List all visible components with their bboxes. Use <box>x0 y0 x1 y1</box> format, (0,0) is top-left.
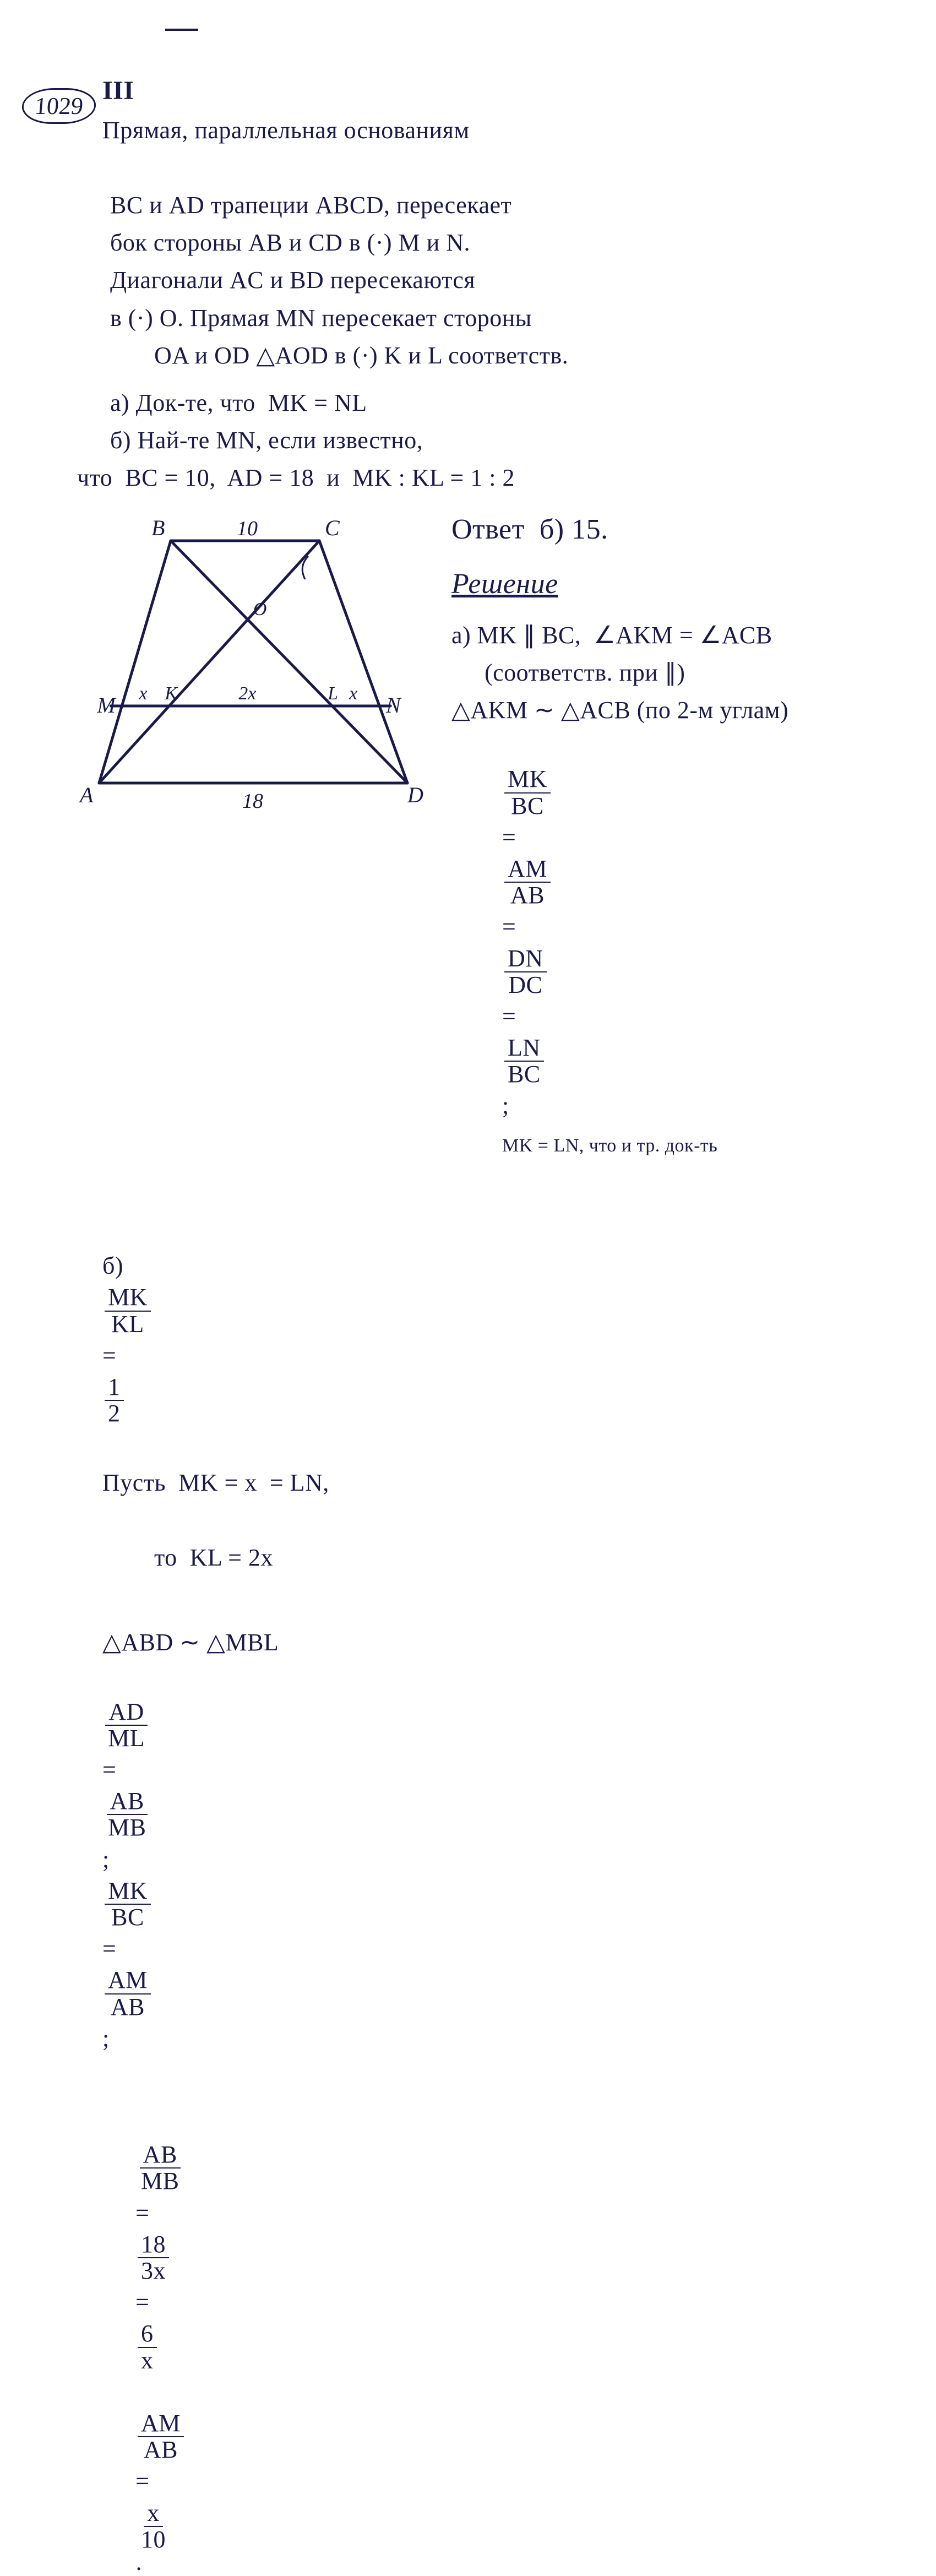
frac: LN BC <box>504 1035 544 1087</box>
svg-text:M: M <box>96 693 117 718</box>
task-b-cont: что BC = 10, AD = 18 и MK : KL = 1 : 2 <box>77 459 886 497</box>
solution-a-line: (соответств. при ∥) <box>451 654 886 692</box>
frac-num: DN <box>504 946 547 972</box>
frac-den: KL <box>108 1312 148 1337</box>
solution-heading: Решение <box>451 562 886 607</box>
svg-text:K: K <box>164 683 178 704</box>
svg-text:10: 10 <box>237 517 258 540</box>
frac-den: x <box>138 2348 157 2373</box>
frac-num: x <box>144 2501 163 2527</box>
frac-num: 1 <box>105 1374 124 1401</box>
svg-text:C: C <box>325 515 340 540</box>
problem-line: III Прямая, параллельная основаниям <box>77 33 886 187</box>
svg-text:2x: 2x <box>238 683 256 704</box>
svg-text:x: x <box>138 683 147 704</box>
ratio-chain: MK BC = AM AB = DN DC = LN BC ; <box>451 729 886 1200</box>
frac-num: AD <box>105 1699 148 1726</box>
frac: AM AB <box>105 1968 151 2019</box>
frac-den: AB <box>507 883 548 908</box>
frac-num: 18 <box>138 2232 169 2258</box>
frac: 18 3x <box>138 2232 169 2284</box>
frac: MK BC <box>105 1878 151 1930</box>
frac-den: MB <box>105 1815 149 1840</box>
solution-b-row2: AB MB = 18 3x = 6 x AM AB = x 10 ; AM AB… <box>77 2105 886 2576</box>
diagram-container: A D B C 10 18 O M N K Lx 2x x <box>77 508 429 816</box>
frac: AB MB <box>138 2142 182 2194</box>
frac-num: AB <box>140 2142 181 2169</box>
frac: 6 x <box>138 2321 157 2373</box>
svg-text:18: 18 <box>242 790 263 813</box>
frac-num: MK <box>504 767 551 793</box>
ratio-tail: MK = LN, что и тр. док-ть <box>502 1135 717 1156</box>
svg-text:A: A <box>78 782 94 807</box>
frac: 1 2 <box>105 1374 124 1426</box>
frac-den: 10 <box>138 2527 169 2552</box>
frac: AM AB <box>138 2411 184 2463</box>
svg-text:N: N <box>385 693 402 718</box>
frac-num: MK <box>105 1285 151 1311</box>
problem-line: OA и OD △AOD в (·) K и L соответств. <box>77 337 886 374</box>
frac-num: AM <box>105 1968 151 1994</box>
solution-a-line: △AKM ∼ △ACB (по 2-м углам) <box>451 692 886 729</box>
frac-den: 3x <box>138 2258 169 2284</box>
frac: AM AB <box>504 856 551 908</box>
problem-line: Диагонали AC и BD пересекаются <box>77 262 886 299</box>
problem-number-badge: 1029 <box>20 88 97 124</box>
frac-den: AB <box>107 1995 148 2020</box>
frac-num: 6 <box>138 2321 157 2347</box>
frac-num: LN <box>504 1035 544 1062</box>
overline-roman <box>165 29 198 31</box>
problem-line: BC и AD трапеции ABCD, пересекает <box>77 187 886 224</box>
frac: x 10 <box>138 2501 169 2552</box>
svg-text:B: B <box>151 515 165 540</box>
frac: AD ML <box>105 1699 148 1751</box>
frac-den: AB <box>140 2437 181 2463</box>
svg-text:x: x <box>349 683 357 704</box>
solution-b-intro: б) MK KL = 1 2 Пусть MK = x = LN, <box>77 1210 886 1539</box>
svg-text:D: D <box>407 782 423 807</box>
similar-triangles: △ABD ∼ △MBL <box>102 1629 279 1656</box>
solution-b-sim: △ABD ∼ △MBL AD ML = AB MB ; MK BC = AM A… <box>77 1586 886 2095</box>
roman-numeral: III <box>102 70 145 111</box>
solution-a-line: а) MK ∥ BC, ∠AKM = ∠ACB <box>451 617 886 654</box>
task-b: б) Най-те MN, если известно, <box>77 422 886 459</box>
frac: MK BC <box>504 767 551 818</box>
frac-den: MB <box>138 2169 182 2194</box>
frac-num: AB <box>107 1789 148 1815</box>
frac-num: MK <box>105 1878 151 1905</box>
svg-text:O: O <box>253 600 267 620</box>
problem-text: Прямая, параллельная основаниям <box>102 117 470 144</box>
frac: AB MB <box>105 1789 149 1840</box>
answer-preview: Ответ б) 15. <box>451 508 886 552</box>
frac-den: DC <box>505 972 546 998</box>
frac-den: BC <box>504 1062 544 1087</box>
frac-den: 2 <box>105 1401 124 1426</box>
frac-den: BC <box>508 794 547 819</box>
frac-den: ML <box>105 1726 148 1751</box>
svg-text:L: L <box>327 683 338 704</box>
frac-den: BC <box>108 1905 148 1930</box>
problem-line: бок стороны AB и CD в (·) M и N. <box>77 224 886 262</box>
frac-num: AM <box>138 2411 184 2437</box>
frac: DN DC <box>504 946 547 998</box>
solution-b-text: Пусть MK = x = LN, <box>102 1469 329 1496</box>
frac-num: AM <box>504 856 551 883</box>
frac: MK KL <box>105 1285 151 1336</box>
problem-line: в (·) O. Прямая MN пересекает стороны <box>77 300 886 337</box>
trapezoid-diagram: A D B C 10 18 O M N K Lx 2x x <box>77 508 429 816</box>
task-a: а) Док-те, что MK = NL <box>77 384 886 422</box>
solution-b-then: то KL = 2x <box>77 1539 886 1577</box>
